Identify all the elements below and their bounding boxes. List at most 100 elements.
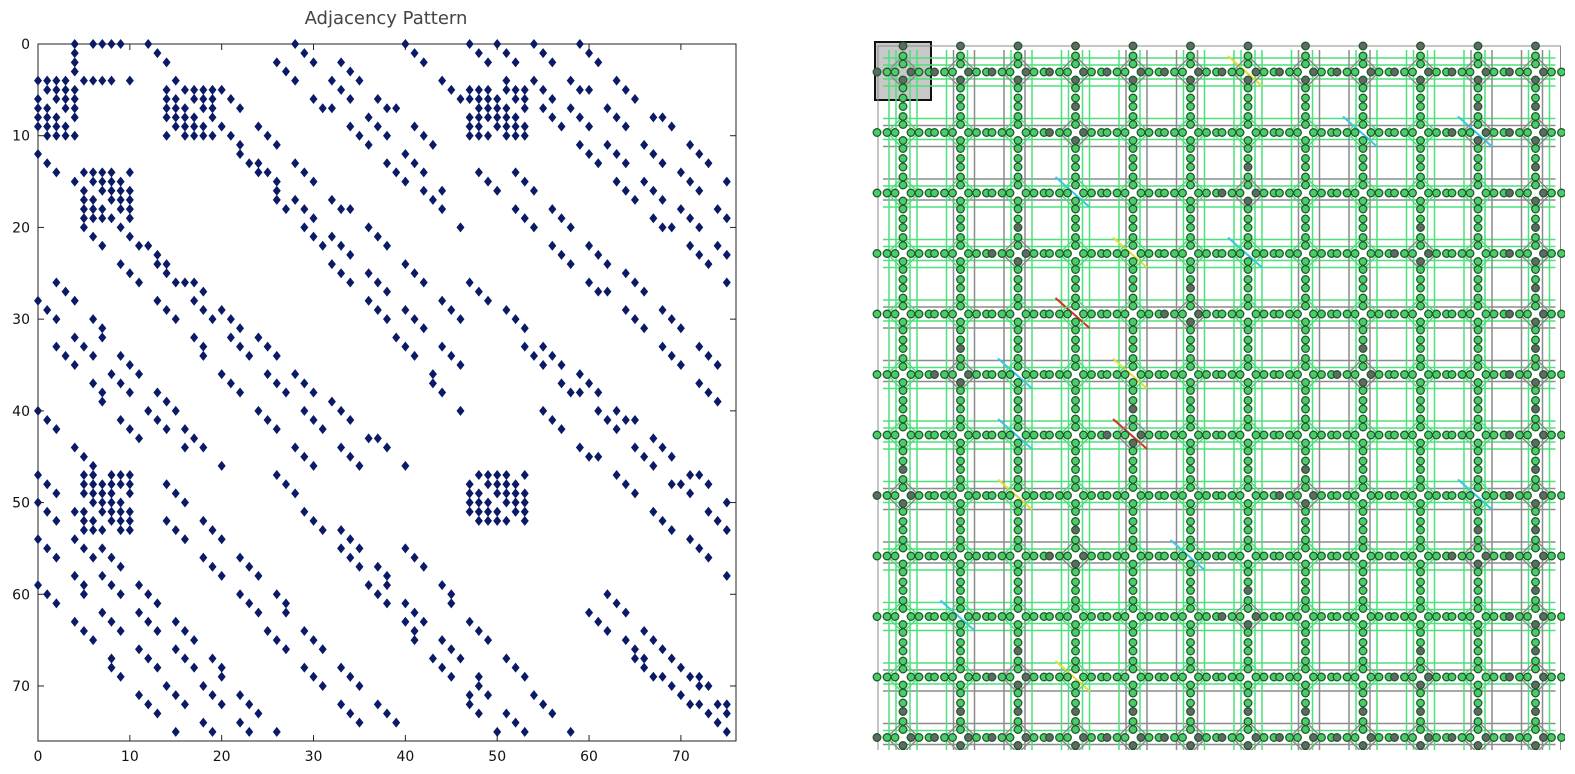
mesh-node — [1259, 551, 1269, 561]
marker-point — [520, 176, 529, 187]
mesh-node — [1557, 733, 1565, 742]
mesh-node — [1465, 430, 1475, 440]
mesh-node — [1447, 128, 1457, 137]
marker-point — [502, 497, 511, 508]
mesh-node — [1128, 59, 1138, 69]
mesh-node — [1531, 283, 1540, 293]
mesh-node — [1128, 664, 1138, 674]
mesh-node — [964, 128, 973, 137]
y-tick-label: 60 — [12, 587, 30, 603]
mesh-node — [1350, 309, 1360, 319]
mesh-node — [1202, 430, 1211, 440]
mesh-node — [1013, 604, 1023, 613]
mesh-node — [1013, 59, 1023, 69]
marker-point — [493, 506, 502, 517]
mesh-node — [1186, 233, 1195, 242]
marker-point — [153, 662, 162, 673]
mesh-node — [972, 551, 981, 561]
mesh-edge-accent — [997, 418, 1033, 450]
mesh-node — [1531, 162, 1540, 172]
mesh-node — [1424, 733, 1433, 742]
mesh-node — [1301, 656, 1310, 666]
mesh-node — [1251, 67, 1261, 77]
mesh-node — [1128, 162, 1138, 172]
mesh-node — [882, 551, 892, 561]
mesh-node — [1531, 301, 1540, 311]
marker-point — [474, 488, 483, 499]
mesh-node — [906, 551, 916, 561]
marker-point — [300, 506, 309, 517]
mesh-node — [898, 725, 908, 734]
marker-point — [612, 598, 621, 609]
mesh-node — [1465, 188, 1475, 198]
mesh-node — [1243, 680, 1253, 690]
marker-point — [107, 479, 116, 490]
data-markers — [34, 39, 731, 737]
mesh-node — [1531, 414, 1540, 424]
mesh-node — [1071, 638, 1080, 647]
mesh-node — [1186, 325, 1195, 335]
mesh-node — [1457, 491, 1467, 500]
marker-point — [474, 671, 483, 682]
mesh-node — [1186, 559, 1195, 569]
mesh-node — [1301, 362, 1310, 371]
mesh-node — [1523, 430, 1532, 440]
marker-point — [300, 451, 309, 462]
mesh-node — [1136, 67, 1146, 77]
mesh-node — [964, 612, 973, 621]
marker-point — [236, 552, 245, 563]
mesh-node — [1063, 672, 1072, 682]
mesh-node — [1358, 620, 1368, 629]
mesh-node — [1374, 370, 1384, 379]
marker-point — [125, 387, 134, 398]
mesh-node — [1473, 112, 1483, 121]
marker-point — [34, 112, 42, 123]
mesh-node — [1293, 672, 1302, 682]
mesh-node — [898, 507, 908, 516]
marker-point — [474, 103, 483, 114]
mesh-node — [1358, 656, 1368, 666]
mesh-node — [1523, 551, 1532, 561]
marker-point — [190, 121, 199, 132]
mesh-node — [948, 733, 957, 742]
marker-point — [502, 84, 511, 95]
marker-point — [327, 259, 336, 270]
mesh-node — [1227, 67, 1237, 77]
mesh-node — [1293, 67, 1302, 77]
marker-point — [190, 635, 199, 646]
mesh-node — [1013, 354, 1023, 363]
mesh-node — [1481, 188, 1491, 198]
mesh-node — [1547, 733, 1556, 742]
mesh-node — [956, 154, 965, 163]
mesh-node — [964, 249, 973, 258]
mesh-node — [1186, 456, 1195, 466]
mesh-node — [898, 483, 908, 492]
marker-point — [667, 314, 676, 325]
mesh-node — [987, 370, 997, 379]
mesh-node — [1515, 67, 1524, 77]
marker-point — [520, 94, 529, 105]
mesh-node — [1128, 223, 1138, 232]
marker-point — [676, 323, 685, 334]
mesh-node — [1301, 525, 1310, 535]
marker-point — [630, 415, 639, 426]
mesh-node — [1136, 309, 1146, 319]
marker-point — [621, 185, 630, 196]
marker-point — [456, 94, 465, 105]
mesh-node — [930, 430, 939, 440]
mesh-node — [1416, 507, 1425, 516]
mesh-node — [1186, 698, 1195, 708]
marker-point — [695, 543, 704, 554]
marker-point — [484, 130, 493, 141]
marker-point — [667, 451, 676, 462]
mesh-node — [956, 577, 965, 587]
mesh-node — [940, 430, 949, 440]
mesh-node — [1358, 499, 1368, 508]
mesh-node — [1408, 551, 1417, 561]
mesh-node — [1301, 707, 1310, 716]
mesh-node — [1235, 551, 1245, 561]
mesh-node — [1063, 551, 1072, 561]
mesh-node — [1013, 725, 1023, 734]
marker-point — [89, 194, 98, 205]
mesh-node — [1186, 465, 1195, 474]
